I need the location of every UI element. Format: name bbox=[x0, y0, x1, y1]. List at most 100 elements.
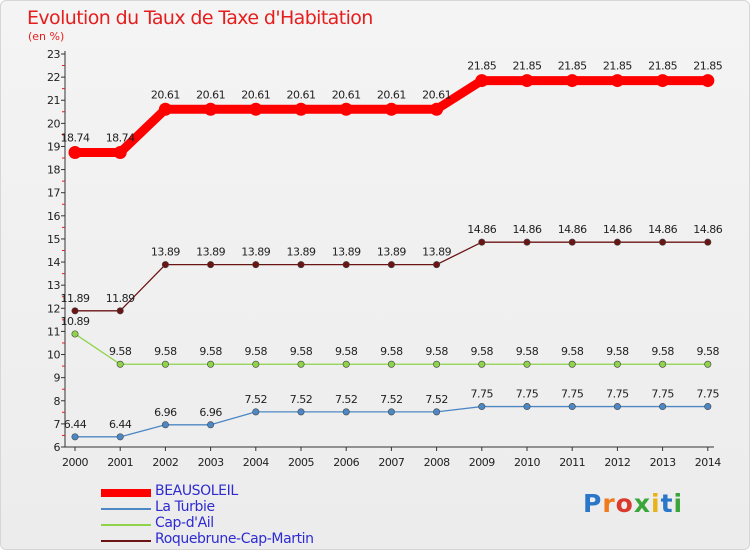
logo-letter: o bbox=[615, 489, 634, 518]
legend-swatch bbox=[101, 489, 151, 497]
y-tick-label: 8 bbox=[54, 395, 61, 408]
logo-letter: r bbox=[602, 489, 616, 518]
data-label: 9.58 bbox=[651, 345, 674, 358]
data-label: 13.89 bbox=[241, 246, 270, 259]
data-point bbox=[297, 360, 305, 368]
data-point bbox=[478, 403, 486, 411]
y-tick-label: 11 bbox=[47, 325, 60, 338]
data-point bbox=[384, 102, 398, 116]
data-label: 7.75 bbox=[516, 388, 539, 401]
x-tick-label: 2006 bbox=[333, 456, 359, 469]
legend-label: La Turbie bbox=[155, 499, 215, 515]
data-label: 9.58 bbox=[154, 345, 177, 358]
data-label: 9.58 bbox=[471, 345, 494, 358]
data-label: 21.85 bbox=[467, 60, 496, 73]
data-point bbox=[568, 360, 576, 368]
data-point bbox=[610, 74, 624, 88]
y-tick-label: 6 bbox=[54, 441, 61, 454]
data-point bbox=[387, 408, 395, 416]
data-label: 21.85 bbox=[648, 60, 677, 73]
data-point bbox=[523, 360, 531, 368]
y-tick-label: 17 bbox=[47, 187, 60, 200]
data-point bbox=[207, 261, 215, 269]
data-label: 9.58 bbox=[697, 345, 720, 358]
data-label: 13.89 bbox=[196, 246, 225, 259]
logo-letter: t bbox=[660, 489, 674, 518]
y-tick-label: 12 bbox=[47, 302, 60, 315]
data-point bbox=[116, 433, 124, 441]
y-tick-label: 16 bbox=[47, 210, 60, 223]
data-point bbox=[71, 330, 79, 338]
data-label: 7.52 bbox=[380, 393, 403, 406]
data-point bbox=[659, 238, 667, 246]
x-tick-label: 2012 bbox=[604, 456, 630, 469]
data-point bbox=[339, 102, 353, 116]
data-label: 18.74 bbox=[106, 131, 135, 144]
y-tick-label: 15 bbox=[47, 233, 60, 246]
data-point bbox=[342, 408, 350, 416]
x-tick-label: 2014 bbox=[695, 456, 721, 469]
data-label: 20.61 bbox=[332, 88, 361, 101]
y-tick-label: 23 bbox=[47, 48, 60, 61]
data-label: 9.58 bbox=[606, 345, 629, 358]
y-tick-label: 9 bbox=[54, 372, 61, 385]
data-label: 7.75 bbox=[697, 388, 720, 401]
data-label: 7.75 bbox=[651, 388, 674, 401]
data-point bbox=[659, 360, 667, 368]
data-label: 7.52 bbox=[290, 393, 313, 406]
data-label: 14.86 bbox=[558, 223, 587, 236]
data-point bbox=[387, 261, 395, 269]
x-tick-label: 2011 bbox=[559, 456, 585, 469]
x-tick-label: 2009 bbox=[469, 456, 495, 469]
data-label: 20.61 bbox=[377, 88, 406, 101]
data-point bbox=[613, 360, 621, 368]
data-point bbox=[204, 102, 218, 116]
data-label: 13.89 bbox=[287, 246, 316, 259]
data-point bbox=[342, 360, 350, 368]
data-point bbox=[161, 421, 169, 429]
data-label: 11.89 bbox=[61, 292, 90, 305]
proxiti-logo: Proxiti bbox=[583, 489, 683, 518]
data-point bbox=[297, 261, 305, 269]
y-tick-label: 14 bbox=[47, 256, 60, 269]
data-point bbox=[568, 403, 576, 411]
data-label: 20.61 bbox=[287, 88, 316, 101]
data-label: 11.89 bbox=[106, 292, 135, 305]
data-label: 7.52 bbox=[425, 393, 448, 406]
x-tick-label: 2003 bbox=[198, 456, 224, 469]
x-tick-label: 2008 bbox=[424, 456, 450, 469]
x-tick-label: 2004 bbox=[243, 456, 269, 469]
chart-subtitle: (en %) bbox=[28, 30, 65, 43]
legend-swatch bbox=[101, 540, 151, 542]
data-label: 14.86 bbox=[513, 223, 542, 236]
y-tick-label: 18 bbox=[47, 164, 60, 177]
data-point bbox=[704, 403, 712, 411]
data-point bbox=[659, 403, 667, 411]
data-point bbox=[294, 102, 308, 116]
data-label: 6.96 bbox=[199, 406, 222, 419]
y-tick-label: 13 bbox=[47, 279, 60, 292]
y-tick-label: 22 bbox=[47, 71, 60, 84]
data-point bbox=[656, 74, 670, 88]
data-label: 6.44 bbox=[64, 418, 87, 431]
data-label: 6.96 bbox=[154, 406, 177, 419]
data-point bbox=[116, 360, 124, 368]
data-point bbox=[568, 238, 576, 246]
logo-letter: i bbox=[673, 489, 684, 518]
x-tick-label: 2002 bbox=[152, 456, 178, 469]
data-point bbox=[207, 360, 215, 368]
data-label: 20.61 bbox=[196, 88, 225, 101]
legend-label: BEAUSOLEIL bbox=[155, 483, 238, 499]
data-label: 13.89 bbox=[151, 246, 180, 259]
data-point bbox=[478, 360, 486, 368]
data-label: 7.75 bbox=[561, 388, 584, 401]
data-point bbox=[342, 261, 350, 269]
data-label: 10.89 bbox=[61, 315, 90, 328]
y-tick-label: 20 bbox=[47, 117, 60, 130]
data-label: 9.58 bbox=[109, 345, 132, 358]
data-point bbox=[387, 360, 395, 368]
data-label: 9.58 bbox=[561, 345, 584, 358]
data-label: 7.52 bbox=[335, 393, 358, 406]
x-tick-label: 2001 bbox=[107, 456, 133, 469]
